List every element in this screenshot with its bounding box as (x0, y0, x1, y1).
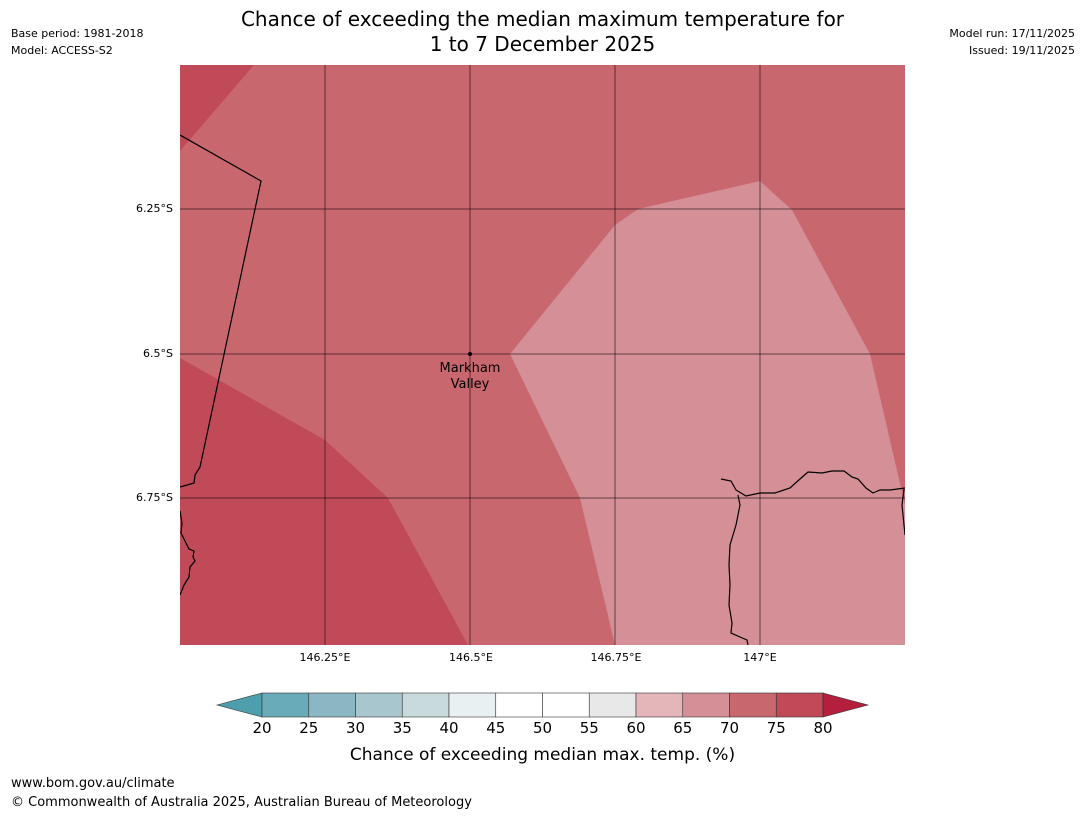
colorbar-tick-50: 50 (532, 719, 553, 737)
colorbar-low-extend (215, 692, 263, 718)
boundaries (180, 134, 905, 645)
colorbar-segment-75-80 (775, 692, 824, 718)
coastline-northeast (720, 470, 905, 497)
base-period: Base period: 1981-2018 (11, 27, 144, 40)
colorbar (215, 692, 870, 718)
lat-label-6-5: 6.5°S (143, 347, 173, 360)
district-boundary-sw (180, 510, 196, 596)
lon-label-146-75: 146.75°E (590, 651, 642, 664)
colorbar-tick-20: 20 (252, 719, 272, 737)
colorbar-tick-60: 60 (626, 719, 646, 737)
region-65-70-east (510, 181, 905, 645)
graticule (180, 65, 905, 645)
colorbar-tick-40: 40 (439, 719, 459, 737)
title-line-2: 1 to 7 December 2025 (429, 32, 656, 56)
colorbar-segment-50-55 (542, 692, 590, 718)
coastline-edge (901, 488, 905, 536)
markham-valley-marker[interactable] (468, 352, 472, 356)
colorbar-tick-25: 25 (299, 719, 319, 737)
coastline-east (728, 494, 749, 645)
colorbar-segment-20-25 (261, 692, 310, 718)
forecast-map[interactable]: Markham Valley (180, 65, 905, 645)
colorbar-tick-75: 75 (766, 719, 786, 737)
lat-label-6-25: 6.25°S (136, 202, 173, 215)
colorbar-tick-55: 55 (579, 719, 599, 737)
lat-label-6-75: 6.75°S (136, 491, 173, 504)
colorbar-segment-55-60 (588, 692, 637, 718)
colorbar-segment-40-45 (448, 692, 497, 718)
district-boundary (180, 134, 262, 488)
model-run: Model run: 17/11/2025 (949, 27, 1075, 40)
colorbar-segment-35-40 (401, 692, 450, 718)
colorbar-tick-65: 65 (673, 719, 693, 737)
right-meta: Model run: 17/11/2025 Issued: 19/11/2025 (949, 25, 1075, 59)
footer-url[interactable]: www.bom.gov.au/climate (11, 776, 175, 791)
colorbar-tick-30: 30 (345, 719, 366, 737)
region-75-80-southwest (180, 358, 468, 645)
colorbar-tick-70: 70 (719, 719, 740, 737)
title-line-1: Chance of exceeding the median maximum t… (240, 7, 845, 31)
colorbar-segment-25-30 (308, 692, 356, 718)
colorbar-segment-65-70 (682, 692, 730, 718)
colorbar-tick-45: 45 (486, 719, 506, 737)
lon-label-146-25: 146.25°E (299, 651, 351, 664)
colorbar-segment-30-35 (355, 692, 403, 718)
colorbar-segments (261, 692, 824, 718)
colorbar-label: Chance of exceeding median max. temp. (%… (349, 745, 736, 765)
colorbar-high-extend (822, 692, 870, 718)
colorbar-tick-80: 80 (813, 719, 833, 737)
issued-date: Issued: 19/11/2025 (968, 44, 1075, 57)
region-75-80-northwest (180, 65, 254, 151)
colorbar-tick-35: 35 (392, 719, 412, 737)
place-label-line-1: Markham (440, 361, 501, 376)
map-title: Chance of exceeding the median maximum t… (0, 7, 1085, 57)
colorbar-segment-60-65 (635, 692, 684, 718)
lon-label-146-5: 146.5°E (449, 651, 493, 664)
lon-label-147: 147°E (743, 651, 777, 664)
place-label-line-2: Valley (451, 377, 490, 392)
left-meta: Base period: 1981-2018 Model: ACCESS-S2 (11, 25, 143, 59)
colorbar-segment-70-75 (729, 692, 777, 718)
model-name: Model: ACCESS-S2 (11, 44, 113, 57)
colorbar-segment-45-50 (495, 692, 543, 718)
footer-copyright: © Commonwealth of Australia 2025, Austra… (11, 795, 472, 810)
